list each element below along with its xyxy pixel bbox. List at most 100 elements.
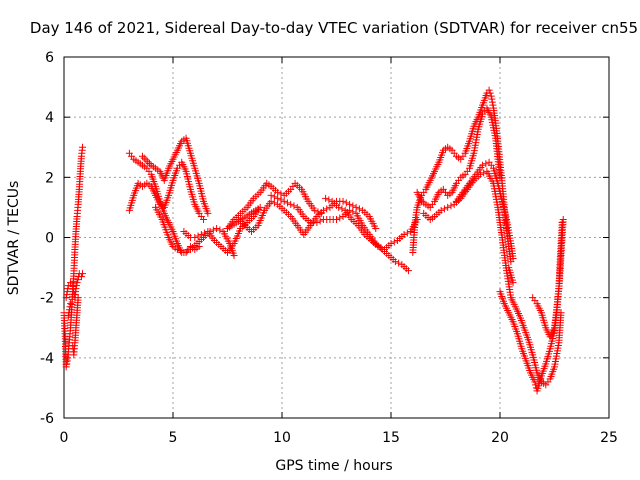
data-point <box>336 214 344 222</box>
data-point <box>201 229 209 237</box>
x-tick-label: 25 <box>600 430 618 446</box>
data-point <box>319 206 327 214</box>
data-point <box>372 224 380 232</box>
data-point <box>395 259 403 267</box>
data-point <box>479 161 487 169</box>
y-tick-label: 4 <box>45 110 54 126</box>
data-point <box>323 205 331 213</box>
data-point <box>204 209 212 217</box>
data-point <box>346 200 354 208</box>
data-point <box>145 159 153 167</box>
data-point <box>197 230 205 238</box>
data-point <box>191 234 199 241</box>
data-point <box>270 199 278 207</box>
x-tick-label: 15 <box>382 430 400 446</box>
data-point <box>444 203 452 211</box>
y-tick-labels: -6 -4 -2 0 2 4 6 <box>40 50 54 427</box>
y-axis-label: SDTVAR / TECUs <box>6 181 22 296</box>
data-point <box>274 188 282 196</box>
data-point <box>290 202 298 210</box>
series-0 <box>60 143 87 371</box>
x-tick-label: 20 <box>491 430 509 446</box>
data-point <box>63 291 71 299</box>
data-point <box>79 270 87 278</box>
data-point <box>66 303 74 311</box>
y-tick-label: -6 <box>40 411 54 427</box>
data-point <box>73 279 81 287</box>
data-point <box>488 95 496 103</box>
y-tick-label: 0 <box>45 231 54 247</box>
x-tick-label: 5 <box>169 430 178 446</box>
y-tick-label: 6 <box>45 50 54 66</box>
data-point <box>277 196 285 204</box>
data-point <box>140 154 148 162</box>
data-point <box>142 156 150 164</box>
data-point <box>213 224 221 232</box>
data-point <box>316 217 324 225</box>
data-point <box>287 200 295 208</box>
data-point <box>72 285 80 293</box>
data-point <box>488 98 496 106</box>
data-point <box>447 202 455 210</box>
data-point <box>209 226 217 234</box>
data-point <box>487 92 495 100</box>
data-point <box>440 205 448 213</box>
data-point <box>173 246 181 254</box>
data-point <box>64 312 72 320</box>
data-point <box>532 381 540 389</box>
data-point <box>200 215 208 223</box>
data-point <box>374 243 382 251</box>
data-point <box>400 230 408 238</box>
data-point <box>183 247 191 255</box>
data-point <box>216 226 224 234</box>
y-tick-label: -2 <box>40 291 54 307</box>
data-point <box>283 199 291 207</box>
y-tick-label: 2 <box>45 170 54 186</box>
data-point <box>335 203 343 211</box>
data-point <box>267 197 275 205</box>
data-point <box>387 240 395 248</box>
data-point <box>63 360 71 368</box>
data-point <box>63 288 71 296</box>
data-point <box>77 273 85 281</box>
data-point <box>338 205 346 213</box>
data-point <box>489 101 497 109</box>
data-point <box>73 282 81 290</box>
x-tick-label: 10 <box>273 430 291 446</box>
data-point <box>559 215 567 223</box>
data-point <box>65 309 73 317</box>
data-point <box>333 215 340 223</box>
data-point <box>403 229 411 237</box>
data-point <box>144 158 152 166</box>
data-point <box>390 238 398 246</box>
data-point <box>67 300 75 308</box>
series-1 <box>125 134 421 275</box>
data-point <box>274 194 282 202</box>
data-point <box>355 205 363 213</box>
data-point <box>485 86 493 94</box>
data-point <box>322 194 330 202</box>
data-point <box>74 294 82 302</box>
x-tick-label: 0 <box>60 430 69 446</box>
axis-ticks <box>63 56 610 419</box>
data-point <box>349 202 357 210</box>
x-axis-label: GPS time / hours <box>275 458 392 474</box>
data-point <box>352 203 360 211</box>
data-point <box>509 255 517 263</box>
data-point <box>486 89 494 97</box>
data-point <box>311 206 319 214</box>
data-point <box>404 267 412 275</box>
data-point <box>267 191 275 199</box>
data-point <box>270 193 278 201</box>
data-point <box>482 160 490 168</box>
data-point <box>280 197 288 205</box>
data-point <box>339 197 347 205</box>
x-tick-labels: 0 5 10 15 20 25 <box>60 430 618 446</box>
data-point <box>180 249 188 257</box>
data-point <box>79 143 87 151</box>
data-point <box>62 363 70 371</box>
data-point <box>342 199 350 207</box>
data-point <box>496 173 504 181</box>
data-point <box>277 190 285 198</box>
data-point <box>377 244 385 252</box>
